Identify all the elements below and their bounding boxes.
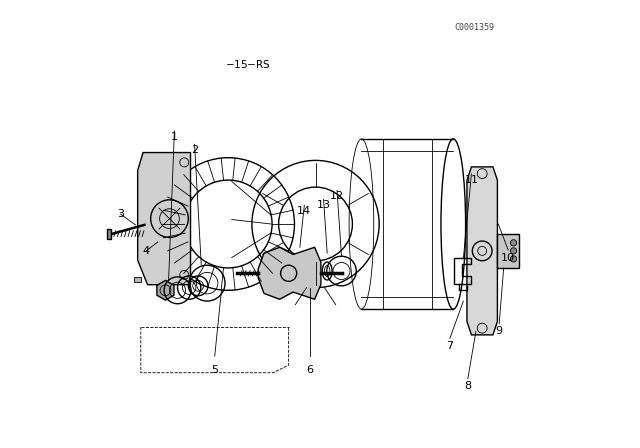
Polygon shape — [138, 152, 191, 285]
Text: C0001359: C0001359 — [454, 23, 495, 32]
Text: 2: 2 — [191, 145, 198, 155]
Circle shape — [511, 248, 516, 254]
Polygon shape — [134, 276, 141, 282]
Polygon shape — [258, 247, 321, 299]
Text: 6: 6 — [307, 365, 314, 375]
Text: 7: 7 — [446, 341, 454, 351]
Text: 4: 4 — [143, 246, 150, 256]
Text: 1: 1 — [171, 132, 178, 142]
Polygon shape — [107, 229, 111, 239]
Text: 9: 9 — [495, 326, 503, 336]
Polygon shape — [157, 280, 174, 300]
Circle shape — [511, 256, 516, 262]
Circle shape — [511, 240, 516, 246]
Text: 11: 11 — [465, 175, 479, 185]
Text: 14: 14 — [297, 206, 312, 215]
Text: 13: 13 — [317, 200, 331, 210]
Text: 12: 12 — [330, 191, 344, 201]
Text: 3: 3 — [117, 209, 124, 219]
Polygon shape — [467, 167, 497, 335]
Text: 8: 8 — [464, 381, 472, 391]
Text: 5: 5 — [211, 365, 218, 375]
Text: 10: 10 — [501, 253, 515, 263]
Polygon shape — [497, 234, 519, 268]
Text: $-$15$-$RS: $-$15$-$RS — [225, 58, 270, 69]
